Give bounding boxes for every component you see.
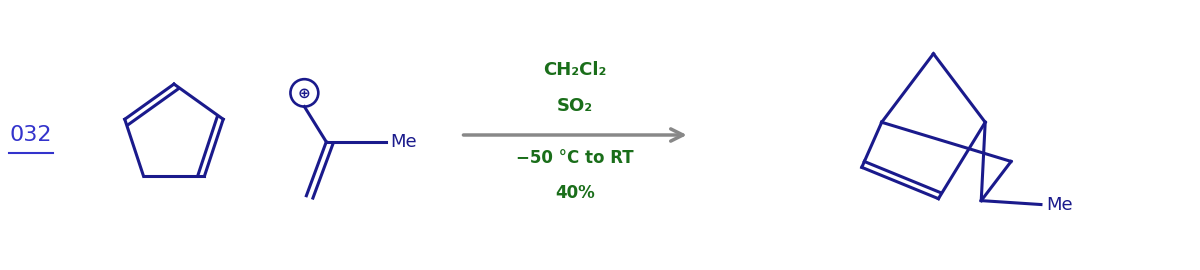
- Text: −50 °C to RT: −50 °C to RT: [516, 149, 634, 167]
- Text: Me: Me: [1046, 195, 1073, 214]
- Text: Me: Me: [390, 133, 416, 151]
- Text: ⊕: ⊕: [298, 85, 311, 100]
- Text: CH₂Cl₂: CH₂Cl₂: [544, 61, 607, 79]
- Text: 40%: 40%: [556, 184, 595, 202]
- Text: 032: 032: [10, 125, 52, 145]
- Text: SO₂: SO₂: [557, 97, 593, 115]
